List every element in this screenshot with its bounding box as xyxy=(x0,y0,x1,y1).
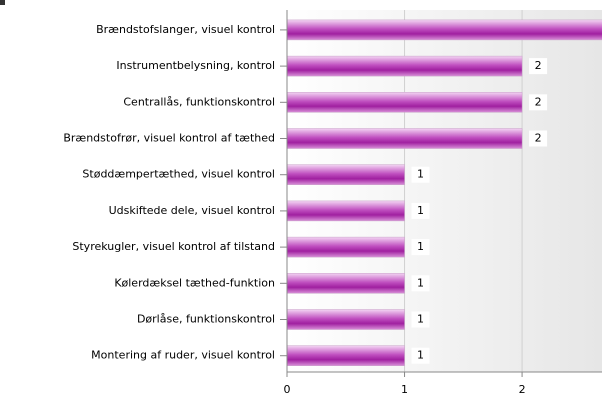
y-tick-label: Dørlåse, funktionskontrol xyxy=(137,313,275,326)
x-tick-label: 2 xyxy=(519,383,526,396)
data-label: 1 xyxy=(417,276,424,289)
data-label: 2 xyxy=(535,59,542,72)
data-label: 1 xyxy=(417,168,424,181)
bar xyxy=(287,55,523,77)
x-tick-label: 0 xyxy=(284,383,291,396)
data-label-box xyxy=(411,166,430,183)
bar xyxy=(287,236,405,258)
y-tick-label: Instrumentbelysning, kontrol xyxy=(116,59,275,72)
data-label-box xyxy=(411,239,430,256)
y-tick-label: Styrekugler, visuel kontrol af tilstand xyxy=(72,240,275,253)
bar xyxy=(287,128,523,149)
data-label: 1 xyxy=(417,313,424,326)
bar xyxy=(287,19,602,41)
data-label-box xyxy=(529,94,548,111)
data-label: 1 xyxy=(417,240,424,253)
bar xyxy=(287,309,405,330)
bar xyxy=(287,345,405,366)
y-tick-label: Udskiftede dele, visuel kontrol xyxy=(109,204,275,217)
plot: 3222111111 xyxy=(287,10,602,372)
bar xyxy=(287,273,405,294)
data-label: 1 xyxy=(417,349,424,362)
data-label-box xyxy=(411,275,430,292)
y-tick-label: Støddæmpertæthed, visuel kontrol xyxy=(82,168,275,181)
y-tick-label: Montering af ruder, visuel kontrol xyxy=(91,349,275,362)
bar xyxy=(287,164,405,185)
bar xyxy=(287,92,523,113)
y-tick-label: Brændstofrør, visuel kontrol af tæthed xyxy=(63,132,275,145)
y-tick-label: Brændstofslanger, visuel kontrol xyxy=(96,23,275,36)
data-label-box xyxy=(529,130,548,147)
bar xyxy=(287,200,405,222)
y-tick-label: Kølerdæksel tæthed-funktion xyxy=(114,276,275,289)
data-label: 1 xyxy=(417,204,424,217)
corner-mark xyxy=(0,0,5,5)
y-tick-label: Centrallås, funktionskontrol xyxy=(123,95,275,108)
data-label-box xyxy=(411,311,430,328)
data-label: 2 xyxy=(535,132,542,145)
data-label-box xyxy=(411,347,430,364)
data-label-box xyxy=(411,202,430,219)
x-tick-label: 1 xyxy=(401,383,408,396)
data-label: 2 xyxy=(535,95,542,108)
data-label-box xyxy=(529,58,548,75)
